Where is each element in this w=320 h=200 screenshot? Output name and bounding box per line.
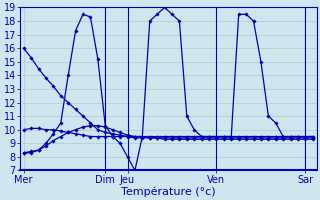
X-axis label: Température (°c): Température (°c)	[121, 186, 216, 197]
